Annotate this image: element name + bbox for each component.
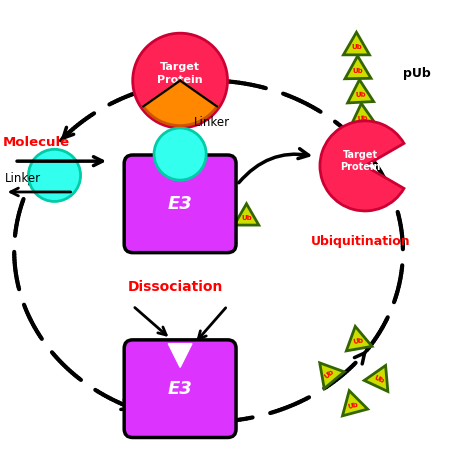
Circle shape: [154, 128, 206, 180]
Polygon shape: [343, 391, 368, 416]
Wedge shape: [320, 121, 404, 211]
FancyBboxPatch shape: [124, 340, 236, 438]
Text: Ubiquitination: Ubiquitination: [310, 235, 410, 247]
Text: Ub: Ub: [352, 337, 364, 345]
Text: Linker: Linker: [5, 172, 41, 185]
Polygon shape: [347, 80, 374, 103]
Circle shape: [133, 33, 228, 128]
Polygon shape: [346, 327, 372, 351]
Text: Ub: Ub: [357, 115, 368, 122]
Wedge shape: [143, 81, 217, 126]
Polygon shape: [364, 365, 388, 392]
Text: Ub: Ub: [241, 215, 252, 221]
Polygon shape: [168, 344, 192, 367]
Text: Ub: Ub: [373, 374, 385, 384]
Text: pUb: pUb: [403, 67, 431, 80]
Text: Ub: Ub: [347, 401, 359, 410]
Text: Linker: Linker: [194, 116, 230, 128]
Text: Target
Protein: Target Protein: [157, 62, 203, 85]
Polygon shape: [234, 204, 259, 225]
FancyBboxPatch shape: [124, 155, 236, 253]
Text: Ub: Ub: [355, 91, 366, 98]
Text: Target
Protein: Target Protein: [340, 150, 381, 173]
Text: Ub: Ub: [323, 369, 336, 380]
Polygon shape: [350, 103, 376, 127]
Text: E3: E3: [168, 195, 192, 213]
Polygon shape: [319, 363, 344, 389]
Polygon shape: [345, 56, 371, 79]
Text: E3: E3: [168, 380, 192, 398]
Text: Ub: Ub: [351, 45, 362, 50]
Polygon shape: [343, 32, 370, 55]
Circle shape: [28, 149, 81, 201]
Text: Ub: Ub: [353, 68, 363, 74]
Text: Dissociation: Dissociation: [128, 280, 223, 294]
Text: Molecule: Molecule: [2, 137, 70, 149]
